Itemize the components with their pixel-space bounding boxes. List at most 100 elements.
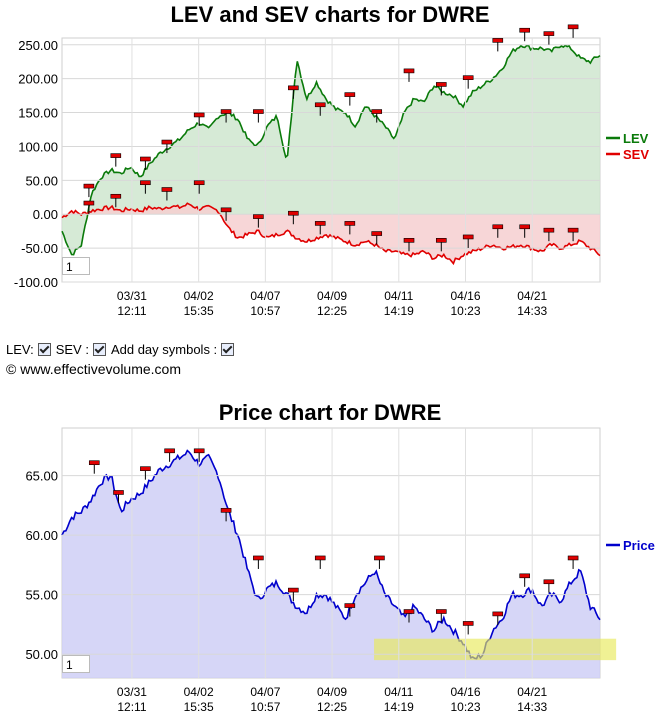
x-tick-time: 10:57 (250, 304, 280, 318)
lev-day-marker-flag (567, 24, 579, 30)
x-tick-time: 10:57 (250, 700, 280, 714)
y-tick-label: -100.00 (14, 275, 58, 290)
x-tick-date: 04/21 (517, 289, 547, 303)
y-tick-label: 65.00 (25, 469, 58, 484)
lev-day-marker-flag (371, 109, 383, 114)
sev-day-marker-flag (344, 221, 356, 226)
sev-day-marker-flag (462, 234, 474, 240)
sev-day-marker-flag (314, 221, 326, 226)
y-tick-label: 55.00 (25, 588, 58, 603)
x-tick-date: 04/21 (517, 685, 547, 699)
y-tick-label: 250.00 (18, 38, 58, 53)
copyright-text: © www.effectivevolume.com (6, 361, 182, 377)
day-symbols-label: Add day symbols : (110, 342, 218, 357)
price-day-marker-flag (403, 609, 415, 614)
price-day-marker-flag (462, 621, 474, 626)
price-zoom-input[interactable]: 1 (62, 655, 90, 673)
lev-day-marker-flag (193, 112, 205, 118)
x-tick-time: 12:11 (117, 304, 146, 318)
day-symbols-checkbox[interactable] (221, 343, 235, 356)
price-day-marker-flag (567, 555, 579, 561)
price-day-marker-flag (288, 587, 299, 593)
lev-day-marker-flag (220, 109, 232, 114)
highlight-band (374, 638, 617, 661)
sev-legend-label: SEV (623, 147, 649, 162)
price-day-marker-flag (344, 603, 356, 608)
x-tick-time: 12:11 (117, 700, 146, 714)
price-day-marker-flag (435, 609, 447, 614)
sev-day-marker-flag (110, 193, 122, 199)
x-tick-time: 14:19 (384, 304, 414, 318)
y-tick-label: 50.00 (25, 647, 58, 662)
price-day-marker-flag (519, 573, 530, 579)
sev-day-marker-flag (140, 180, 151, 186)
lev-label: LEV: (6, 342, 34, 357)
lev-day-marker-flag (140, 156, 151, 162)
sev-day-marker-flag (567, 227, 579, 233)
x-tick-date: 04/16 (450, 685, 480, 699)
x-tick-time: 10:23 (450, 700, 480, 714)
price-day-marker-flag (543, 579, 555, 585)
lev-day-marker-flag (83, 183, 95, 189)
chart-controls: LEV: SEV : Add day symbols : (6, 342, 237, 357)
price-day-marker-flag (164, 448, 175, 454)
lev-day-marker-flag (161, 139, 173, 145)
sev-line (61, 202, 601, 266)
lev-day-marker-flag (543, 31, 555, 36)
lev-day-marker-flag (253, 109, 264, 114)
sev-day-marker-flag (193, 180, 205, 186)
x-tick-time: 15:35 (184, 700, 214, 714)
x-tick-time: 12:25 (317, 700, 347, 714)
price-day-marker-flag (374, 555, 385, 561)
price-day-marker-flag (220, 508, 232, 513)
lev-day-marker-flag (288, 85, 299, 91)
sev-day-marker-flag (220, 207, 232, 213)
sev-day-marker-flag (492, 224, 504, 230)
y-tick-label: -50.00 (21, 241, 58, 256)
y-tick-label: 150.00 (18, 106, 58, 121)
price-area (62, 450, 600, 678)
sev-label: SEV : (55, 342, 89, 357)
lev-day-marker-flag (344, 92, 356, 97)
x-tick-date: 04/02 (184, 685, 214, 699)
sev-day-marker-flag (403, 238, 415, 243)
lev-day-marker-flag (110, 153, 122, 158)
x-tick-date: 04/07 (250, 289, 280, 303)
sev-day-marker-flag (253, 214, 264, 219)
lev-day-marker-flag (462, 75, 474, 80)
y-tick-label: 200.00 (18, 72, 58, 87)
x-tick-date: 04/02 (184, 289, 214, 303)
x-tick-date: 04/07 (250, 685, 280, 699)
lev-day-marker-flag (403, 68, 415, 74)
lev-day-marker-flag (519, 27, 530, 33)
sev-checkbox[interactable] (92, 343, 106, 356)
price-day-marker-flag (140, 466, 151, 471)
lev-checkbox[interactable] (37, 343, 51, 356)
x-tick-date: 03/31 (117, 289, 147, 303)
x-tick-date: 04/11 (384, 289, 413, 303)
price-day-marker-flag (113, 490, 124, 495)
lev-sev-zoom-input[interactable]: 1 (62, 257, 90, 275)
x-tick-date: 04/11 (384, 685, 413, 699)
sev-day-marker-flag (435, 238, 447, 243)
x-tick-time: 14:33 (517, 304, 547, 318)
sev-day-marker-flag (83, 200, 95, 206)
price-day-marker-flag (193, 448, 205, 454)
x-tick-time: 14:19 (384, 700, 414, 714)
y-tick-label: 0.00 (33, 207, 58, 222)
x-tick-time: 14:33 (517, 700, 547, 714)
y-tick-label: 60.00 (25, 528, 58, 543)
lev-sev-chart[interactable]: 250.00 200.00 150.00 100.00 50.00 0.00 -50.00 -… (0, 0, 660, 330)
y-tick-label: 50.00 (25, 173, 58, 188)
x-tick-time: 10:23 (450, 304, 480, 318)
y-tick-label: 100.00 (18, 139, 58, 154)
lev-day-marker-flag (492, 38, 504, 43)
sev-day-marker-flag (371, 231, 383, 236)
sev-day-marker-flag (519, 224, 530, 230)
lev-legend-label: LEV (623, 131, 649, 146)
price-day-marker-flag (314, 555, 326, 561)
x-tick-date: 04/16 (450, 289, 480, 303)
x-tick-date: 03/31 (117, 685, 147, 699)
sev-day-marker-flag (161, 187, 173, 192)
